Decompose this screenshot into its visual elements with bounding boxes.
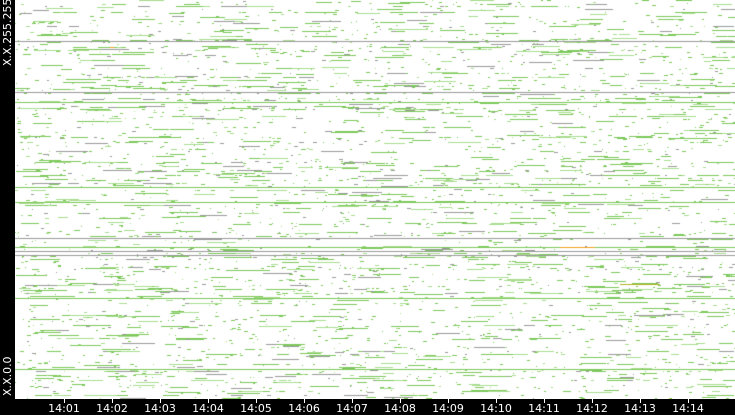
x-axis-bar [0, 399, 735, 415]
x-tick-mark [496, 399, 497, 403]
x-tick-label: 14:02 [96, 402, 128, 415]
x-tick-mark [640, 399, 641, 403]
x-tick-label: 14:06 [288, 402, 320, 415]
x-tick-label: 14:13 [624, 402, 656, 415]
traffic-scatter-plot [15, 0, 735, 399]
x-tick-mark [208, 399, 209, 403]
x-tick-label: 14:11 [528, 402, 560, 415]
x-tick-mark [544, 399, 545, 403]
x-tick-mark [352, 399, 353, 403]
x-tick-label: 14:05 [240, 402, 272, 415]
y-axis-top-label: X.X.255.255 [1, 0, 14, 66]
x-tick-label: 14:04 [192, 402, 224, 415]
x-tick-mark [160, 399, 161, 403]
x-tick-label: 14:01 [48, 402, 80, 415]
x-tick-label: 14:14 [672, 402, 704, 415]
x-tick-mark [304, 399, 305, 403]
y-axis-bottom-label: X.X.0.0 [1, 356, 14, 396]
x-tick-label: 14:08 [384, 402, 416, 415]
x-tick-mark [448, 399, 449, 403]
x-tick-label: 14:09 [432, 402, 464, 415]
y-axis-bar: X.X.255.255 X.X.0.0 [0, 0, 15, 415]
x-tick-label: 14:12 [576, 402, 608, 415]
x-tick-mark [112, 399, 113, 403]
x-tick-mark [400, 399, 401, 403]
x-tick-label: 14:07 [336, 402, 368, 415]
x-tick-label: 14:10 [480, 402, 512, 415]
x-tick-mark [688, 399, 689, 403]
x-tick-mark [256, 399, 257, 403]
x-tick-mark [64, 399, 65, 403]
x-tick-label: 14:03 [144, 402, 176, 415]
x-tick-mark [592, 399, 593, 403]
